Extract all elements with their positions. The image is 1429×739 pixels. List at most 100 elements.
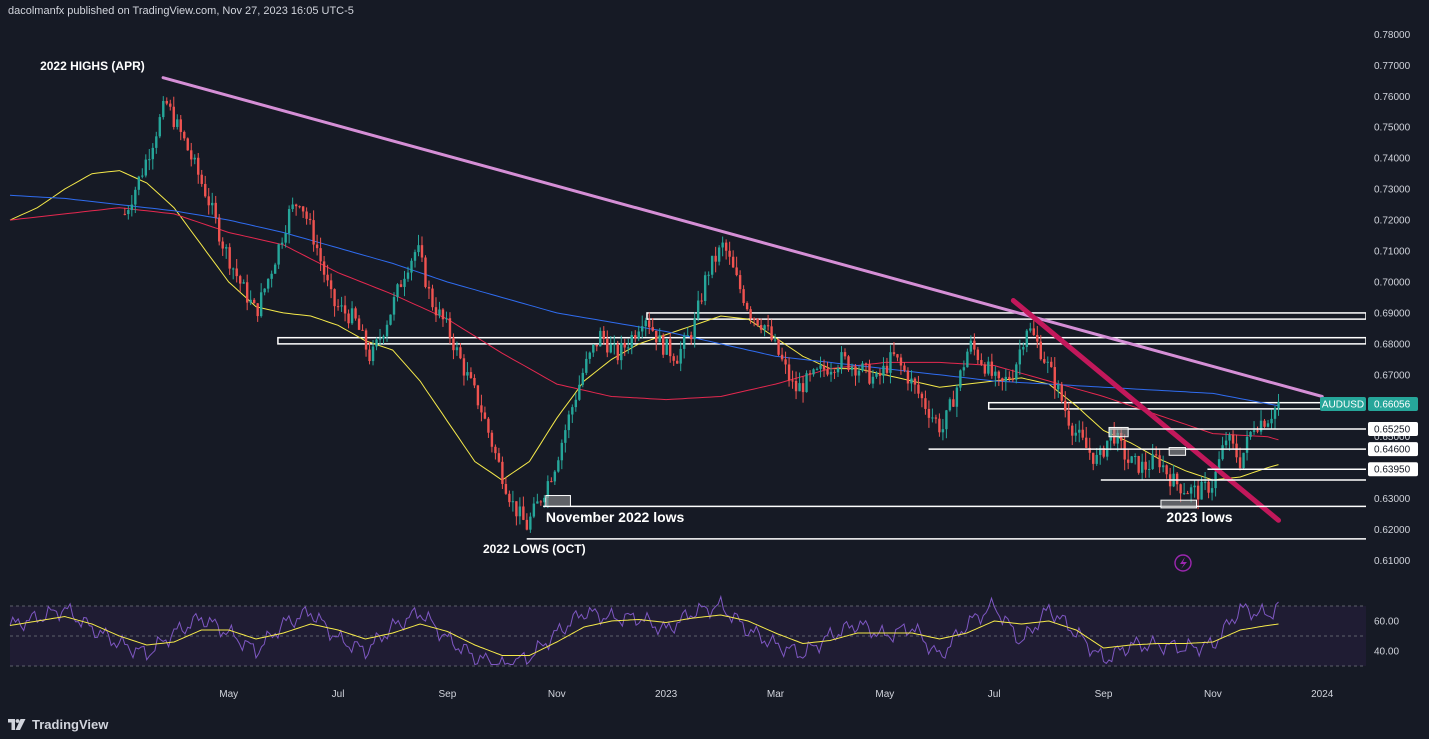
candle-body — [878, 373, 882, 376]
price-tick-label: 0.72000 — [1374, 216, 1411, 227]
candle-body — [752, 318, 756, 320]
box-sep-high[interactable] — [1108, 426, 1129, 438]
candle-body — [378, 338, 382, 340]
price-tick-label: 0.61000 — [1374, 556, 1411, 567]
price-tick-label: 0.75000 — [1374, 123, 1411, 134]
candle-body — [148, 159, 151, 161]
rsi-tick-label: 40.00 — [1374, 647, 1399, 658]
price-tick-label: 0.78000 — [1374, 30, 1411, 41]
candle-body — [1273, 408, 1277, 419]
candle-body — [1249, 431, 1252, 437]
candle-body — [1151, 454, 1154, 469]
candle-body — [1130, 456, 1133, 463]
candle-body — [896, 354, 899, 358]
price-tick-label: 0.68000 — [1374, 339, 1411, 350]
tradingview-logo[interactable]: TradingView — [8, 714, 108, 734]
zone-0.661[interactable] — [987, 401, 1367, 410]
candle-body — [721, 242, 724, 248]
candle-body — [945, 410, 948, 430]
candle-body — [969, 340, 973, 352]
label-2023-lows: 2023 lows — [1166, 509, 1232, 525]
price-axis[interactable]: 0.78000 0.77000 0.76000 0.75000 0.74000 0.730… — [1366, 0, 1429, 686]
candle-body — [522, 506, 525, 520]
candle-body — [742, 289, 745, 304]
candle-body — [270, 273, 273, 279]
candle-body — [410, 260, 413, 273]
candle-body — [658, 335, 661, 343]
candle-body — [854, 366, 857, 376]
candle-body — [137, 176, 141, 190]
candle-body — [172, 106, 175, 127]
candle-body — [829, 371, 833, 375]
candle-body — [312, 220, 315, 245]
candle-body — [448, 318, 452, 338]
last-price-label: 0.66056 — [1374, 400, 1411, 411]
candle-body — [466, 372, 469, 376]
zone-0.689[interactable] — [646, 312, 1367, 320]
short-term-resistance-line[interactable] — [1010, 298, 1282, 523]
candle-body — [906, 370, 910, 384]
price-tick-label: 0.76000 — [1374, 92, 1411, 103]
candle-body — [959, 370, 962, 388]
candle-body — [791, 380, 794, 382]
box-oct-high[interactable] — [1168, 447, 1187, 456]
price-tick-label: 0.63000 — [1374, 494, 1411, 505]
candle-body — [826, 369, 829, 375]
candle-body — [714, 255, 717, 262]
candle-body — [731, 256, 735, 268]
candle-body — [368, 349, 371, 362]
candle-body — [375, 339, 378, 347]
candle-body — [399, 284, 403, 287]
candle-body — [875, 373, 878, 377]
candle-body — [899, 357, 903, 366]
price-tick-label: 0.65000 — [1374, 432, 1411, 443]
candle-body — [130, 204, 134, 211]
candle-body — [1238, 457, 1242, 468]
candle-body — [1064, 400, 1067, 411]
price-tick-label: 0.74000 — [1374, 154, 1411, 165]
candle-body — [273, 264, 277, 274]
candle-body — [564, 430, 567, 443]
candle-body — [354, 308, 357, 319]
candle-body — [1071, 425, 1074, 436]
candle-body — [990, 361, 994, 376]
flash-icon[interactable] — [1174, 554, 1192, 572]
box-nov-2022-lows[interactable] — [545, 495, 571, 507]
candle-body — [976, 349, 980, 361]
zone-0.681[interactable] — [277, 336, 1367, 345]
candle-body — [473, 377, 476, 386]
candle-body — [1032, 328, 1035, 335]
label-2022-lows: 2022 LOWS (OCT) — [483, 542, 586, 556]
candle-body — [1025, 330, 1029, 347]
price-tick-label: 0.69000 — [1374, 308, 1411, 319]
time-tick-label: Nov — [1204, 689, 1222, 700]
candle-body — [780, 354, 784, 360]
candle-body — [850, 366, 854, 370]
candle-body — [333, 289, 336, 307]
long-term-resistance-line[interactable] — [161, 76, 1324, 398]
time-axis[interactable]: May Jul Sep Nov 2023 Mar May Jul Sep Nov 2024 — [219, 689, 1334, 700]
candle-body — [585, 358, 588, 373]
candle-body — [1203, 481, 1207, 483]
candle-body — [1123, 440, 1126, 460]
candle-body — [518, 506, 522, 517]
candle-body — [571, 407, 574, 415]
candle-body — [651, 327, 654, 331]
candle-body — [777, 339, 780, 355]
price-tick-label: 0.73000 — [1374, 185, 1411, 196]
candle-body — [183, 131, 186, 139]
candle-body — [322, 261, 326, 275]
candle-body — [924, 398, 927, 409]
candle-body — [490, 432, 494, 447]
candle-body — [983, 364, 987, 374]
candle-body — [487, 418, 490, 433]
ma-slow-line — [9, 194, 1279, 407]
candle-body — [1224, 440, 1228, 446]
candle-body — [1140, 461, 1144, 473]
candle-body — [815, 368, 819, 370]
candle-body — [980, 360, 983, 365]
box-2023-lows[interactable] — [1160, 499, 1198, 509]
candle-body — [1252, 430, 1256, 432]
candle-body — [340, 305, 343, 307]
